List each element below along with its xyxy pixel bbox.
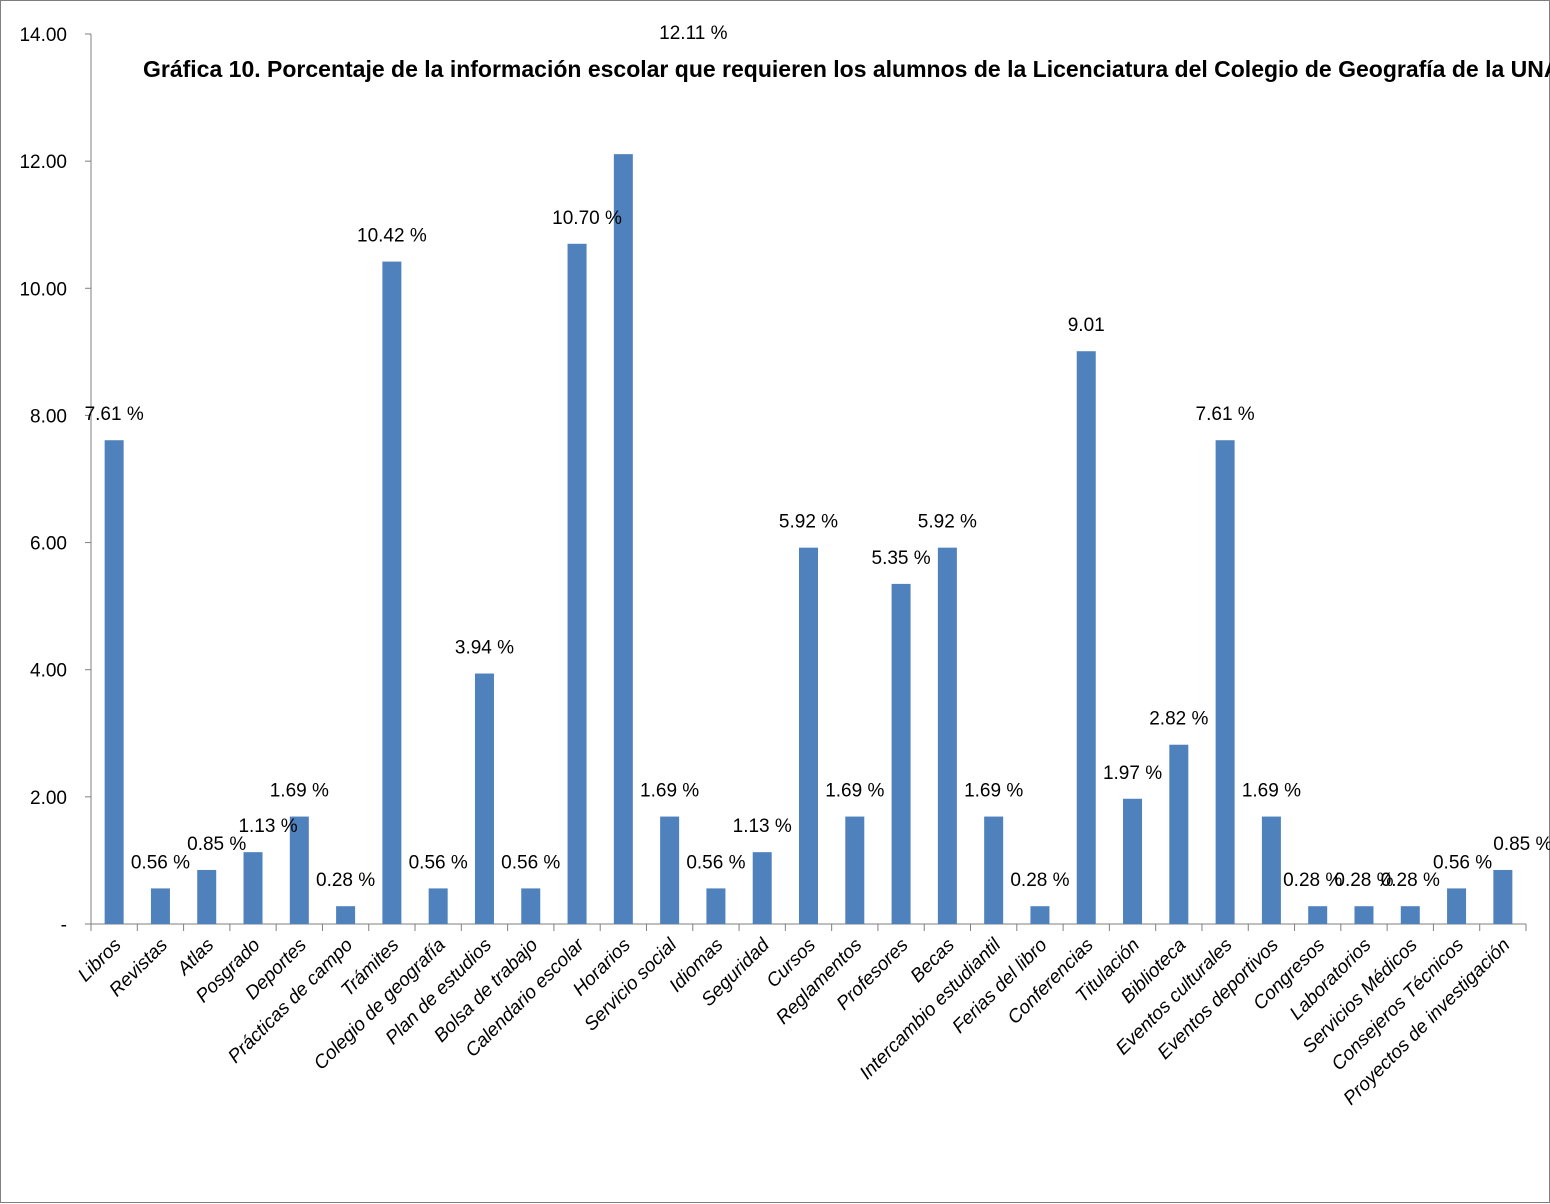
y-tick-label: 6.00 xyxy=(30,534,67,555)
data-label: 12.11 % xyxy=(659,23,727,44)
data-label: 1.13 % xyxy=(733,816,792,837)
bar xyxy=(243,852,263,924)
data-label: 0.56 % xyxy=(131,852,190,873)
data-label: 0.28 % xyxy=(316,870,375,891)
bar xyxy=(336,906,356,924)
y-tick-label: 4.00 xyxy=(30,661,67,682)
y-tick-label: 8.00 xyxy=(30,406,67,427)
data-label: 1.69 % xyxy=(640,781,699,802)
data-label: 0.28 % xyxy=(1334,870,1393,891)
data-label: 9.01 xyxy=(1068,315,1105,336)
bar xyxy=(1076,351,1096,924)
y-tick-label: 14.00 xyxy=(19,25,67,46)
bar xyxy=(1261,816,1281,924)
data-label: 0.56 % xyxy=(501,852,560,873)
data-label: 10.70 % xyxy=(552,208,622,229)
bar xyxy=(891,583,911,924)
data-labels: 7.61 %0.56 %0.85 %1.13 %1.69 %0.28 %10.4… xyxy=(85,23,1550,891)
data-label: 1.69 % xyxy=(270,781,329,802)
data-label: 0.56 % xyxy=(686,852,745,873)
bar xyxy=(197,869,217,924)
bar xyxy=(1493,869,1513,924)
data-label: 1.69 % xyxy=(964,781,1023,802)
bar xyxy=(1123,798,1143,924)
bar xyxy=(799,547,818,924)
data-label: 0.28 % xyxy=(1010,870,1069,891)
y-tick-label: 10.00 xyxy=(19,279,67,300)
bars xyxy=(104,154,1513,925)
data-label: 0.85 % xyxy=(1493,834,1550,855)
data-label: 7.61 % xyxy=(85,404,144,425)
data-label: 10.42 % xyxy=(357,226,427,247)
bar xyxy=(1215,440,1235,924)
data-label: 3.94 % xyxy=(455,638,514,659)
bar xyxy=(845,816,865,924)
bar xyxy=(474,673,494,924)
bar xyxy=(1400,906,1420,924)
y-tick-label: 12.00 xyxy=(19,152,67,173)
data-label: 7.61 % xyxy=(1196,404,1255,425)
bar xyxy=(1447,888,1467,924)
data-label: 0.28 % xyxy=(1381,870,1440,891)
bar xyxy=(382,261,402,925)
bar xyxy=(567,243,587,925)
y-tick-label: 2.00 xyxy=(30,788,67,809)
bar xyxy=(1354,906,1374,924)
data-label: 5.92 % xyxy=(918,512,977,533)
bar xyxy=(1308,906,1328,924)
data-label: 0.28 % xyxy=(1283,870,1342,891)
bar xyxy=(752,852,772,924)
bar xyxy=(937,547,957,924)
bar xyxy=(660,816,680,924)
chart-title: Gráfica 10. Porcentaje de la información… xyxy=(143,56,1550,82)
bar xyxy=(150,888,170,924)
bar xyxy=(521,888,541,924)
bar xyxy=(706,888,726,924)
data-label: 1.69 % xyxy=(825,781,884,802)
data-label: 0.56 % xyxy=(1433,852,1492,873)
bar xyxy=(1030,906,1050,924)
data-label: 1.13 % xyxy=(238,816,297,837)
bar xyxy=(1169,744,1189,924)
data-label: 0.85 % xyxy=(187,834,246,855)
data-label: 5.35 % xyxy=(872,548,931,569)
data-label: 1.97 % xyxy=(1103,763,1162,784)
data-label: 0.56 % xyxy=(409,852,468,873)
bar xyxy=(984,816,1004,924)
data-label: 1.69 % xyxy=(1242,781,1301,802)
bar xyxy=(613,154,633,924)
bar xyxy=(104,440,124,924)
bar xyxy=(428,888,448,924)
y-tick-label: - xyxy=(61,915,67,936)
bar xyxy=(289,816,309,924)
axes: - 2.00 4.00 6.00 8.00 10.00 12.00 14.00 xyxy=(19,25,1527,936)
data-label: 2.82 % xyxy=(1149,709,1208,730)
data-label: 5.92 % xyxy=(779,512,838,533)
